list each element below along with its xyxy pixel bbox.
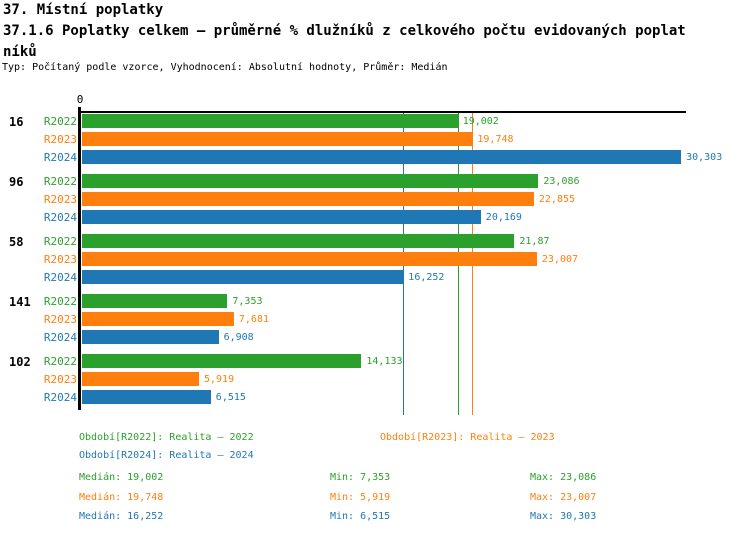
series-row-label-r2024: R2024 [43, 271, 77, 284]
bar-r2023-group-16 [82, 132, 473, 146]
bar-value-label: 6,908 [223, 332, 254, 343]
bar-value-label: 5,919 [204, 374, 235, 385]
series-row-label-r2023: R2023 [43, 133, 77, 146]
bar-value-label: 30,303 [686, 152, 723, 163]
bar-value-label: 23,086 [543, 176, 580, 187]
stat-min-r2024: Min: 6,515 [330, 511, 391, 522]
series-row-label-r2022: R2022 [43, 115, 77, 128]
bar-value-label: 7,681 [238, 314, 269, 325]
group-label-16: 16 [9, 115, 24, 129]
bar-value-label: 6,515 [215, 392, 246, 403]
series-row-label-r2023: R2023 [43, 193, 77, 206]
bar-r2022-group-16 [82, 114, 458, 128]
bar-value-label: 19,748 [477, 134, 514, 145]
bar-value-label: 7,353 [232, 296, 263, 307]
y-axis-line [78, 107, 81, 410]
series-row-label-r2024: R2024 [43, 211, 77, 224]
bar-r2024-group-102 [82, 390, 211, 404]
bar-value-label: 23,007 [541, 254, 579, 265]
stat-max-r2022: Max: 23,086 [530, 472, 597, 483]
bar-r2024-group-96 [82, 210, 481, 224]
x-axis-zero-label: 0 [76, 93, 84, 106]
legend-item-r2022: Období[R2022]: Realita – 2022 [79, 432, 254, 443]
bar-r2024-group-58 [82, 270, 404, 284]
report-subtitle-line1: 37.1.6 Poplatky celkem – průměrné % dluž… [3, 23, 686, 39]
group-label-141: 141 [9, 295, 31, 309]
series-row-label-r2024: R2024 [43, 391, 77, 404]
stat-median-r2024: Medián: 16,252 [79, 511, 164, 522]
series-row-label-r2024: R2024 [43, 151, 77, 164]
bar-r2022-group-58 [82, 234, 515, 248]
series-row-label-r2024: R2024 [43, 331, 77, 344]
group-label-102: 102 [9, 355, 31, 369]
bar-r2024-group-141 [82, 330, 219, 344]
legend-item-r2023: Období[R2023]: Realita – 2023 [380, 432, 555, 443]
stat-min-r2022: Min: 7,353 [330, 472, 391, 483]
bar-r2023-group-141 [82, 312, 234, 326]
group-label-96: 96 [9, 175, 24, 189]
bar-value-label: 20,169 [485, 212, 522, 223]
group-label-58: 58 [9, 235, 24, 249]
stat-min-r2023: Min: 5,919 [330, 492, 391, 503]
series-row-label-r2022: R2022 [43, 295, 77, 308]
report-title: 37. Místní poplatky [3, 2, 164, 18]
series-row-label-r2022: R2022 [43, 235, 77, 248]
stat-median-r2023: Medián: 19,748 [79, 492, 164, 503]
stat-max-r2023: Max: 23,007 [530, 492, 597, 503]
bar-r2022-group-96 [82, 174, 539, 188]
bar-value-label: 16,252 [408, 272, 445, 283]
bar-value-label: 19,002 [462, 116, 499, 127]
series-row-label-r2022: R2022 [43, 355, 77, 368]
bar-r2023-group-96 [82, 192, 534, 206]
bar-r2023-group-58 [82, 252, 537, 266]
series-row-label-r2023: R2023 [43, 373, 77, 386]
report-meta: Typ: Počítaný podle vzorce, Vyhodnocení:… [2, 62, 448, 73]
stat-max-r2024: Max: 30,303 [530, 511, 597, 522]
bar-value-label: 21,87 [519, 236, 550, 247]
series-row-label-r2022: R2022 [43, 175, 77, 188]
bar-r2022-group-102 [82, 354, 362, 368]
bar-r2022-group-141 [82, 294, 228, 308]
stat-median-r2022: Medián: 19,002 [79, 472, 164, 483]
series-row-label-r2023: R2023 [43, 313, 77, 326]
report-subtitle-line2: níků [3, 44, 37, 60]
bar-value-label: 14,133 [366, 356, 403, 367]
bar-r2023-group-102 [82, 372, 199, 386]
bar-r2024-group-16 [82, 150, 682, 164]
bar-value-label: 22,855 [538, 194, 576, 205]
legend-item-r2024: Období[R2024]: Realita – 2024 [79, 450, 254, 461]
x-axis-line [78, 111, 686, 113]
series-row-label-r2023: R2023 [43, 253, 77, 266]
